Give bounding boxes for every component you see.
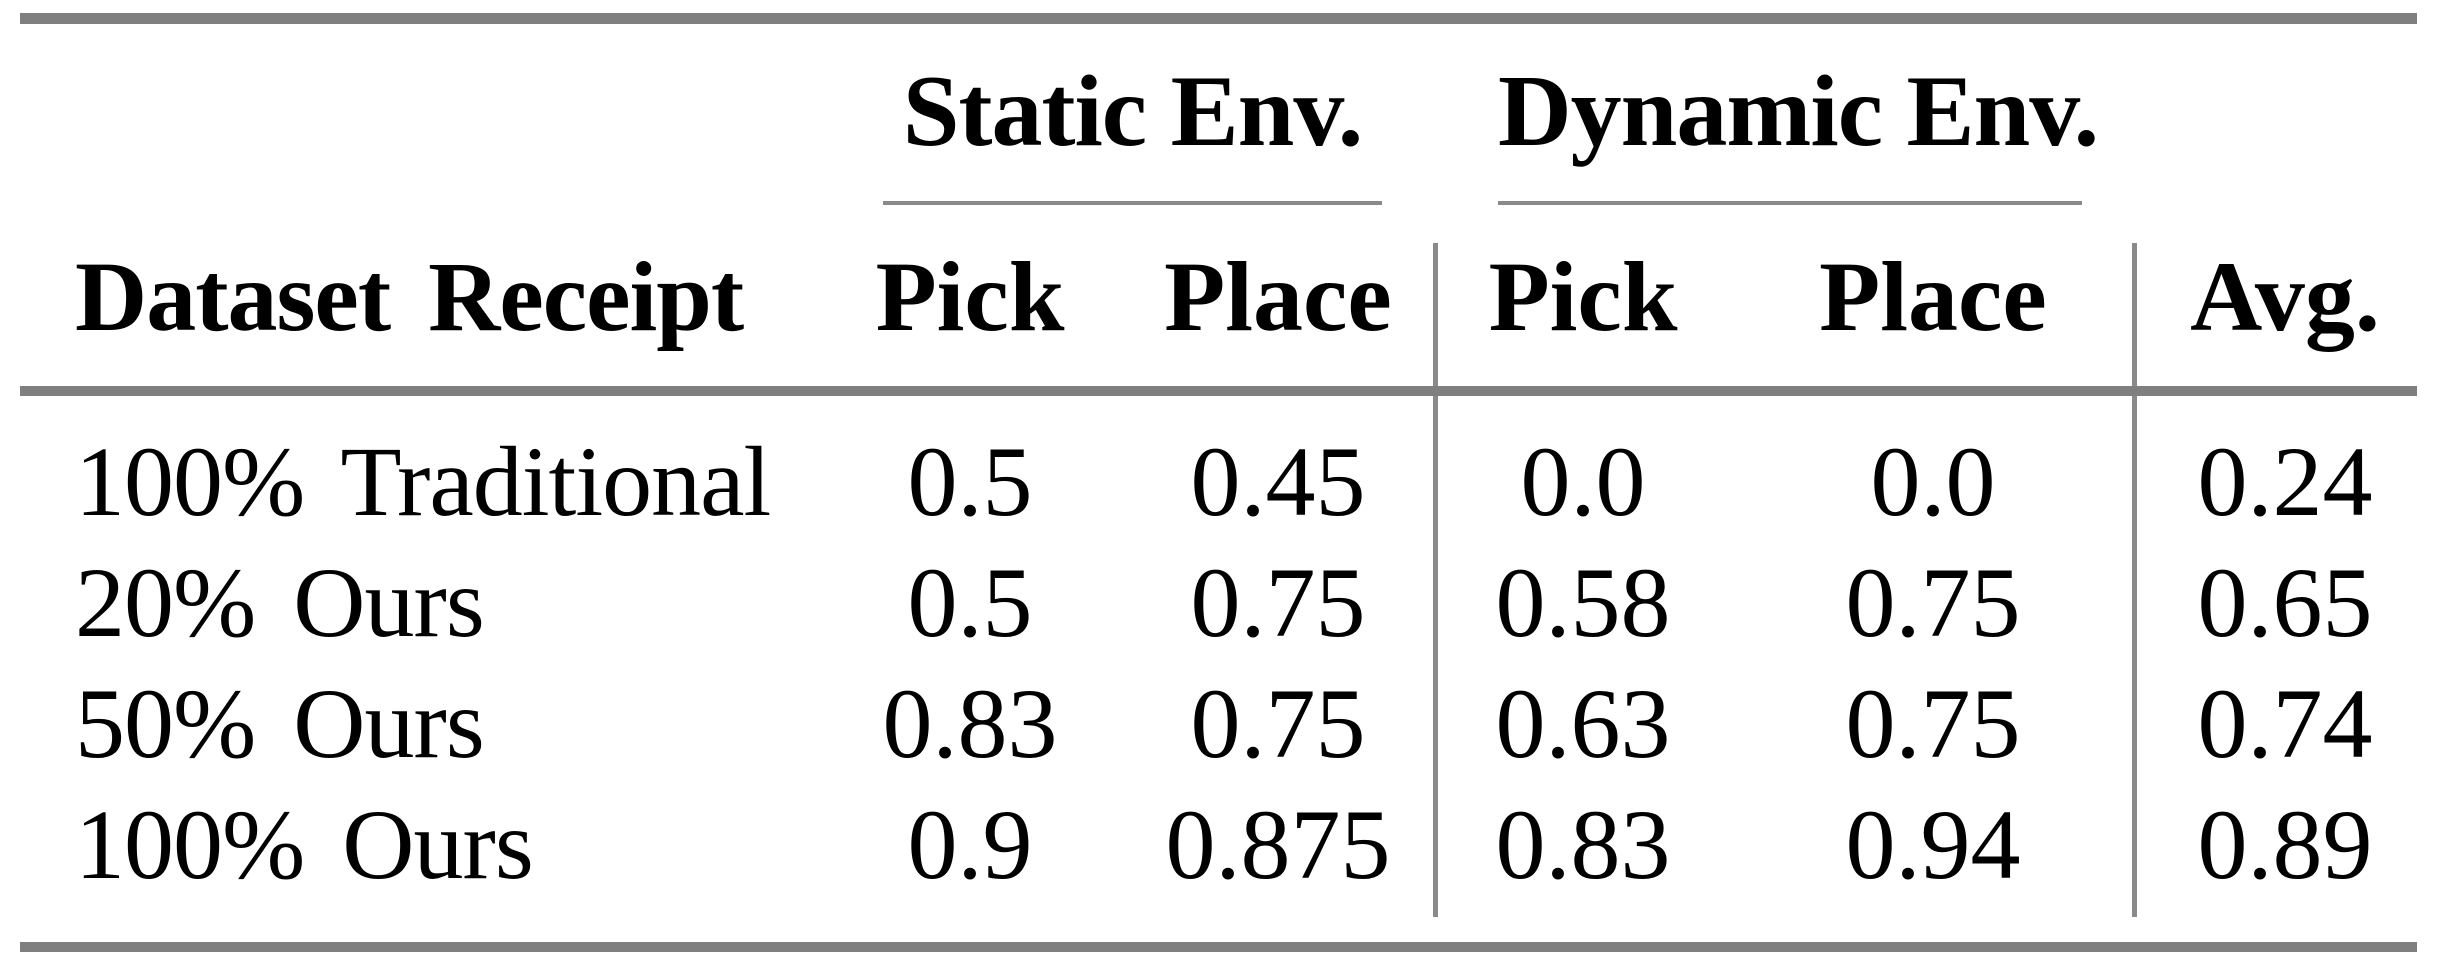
- cell-static-pick: 0.5: [907, 426, 1033, 537]
- table-header-row: Dataset Receipt Pick Place Pick Place Av…: [20, 247, 2417, 367]
- table-row: 100% Ours 0.9 0.875 0.83 0.94 0.89: [20, 795, 2417, 915]
- cell-dynamic-pick: 0.0: [1520, 426, 1646, 537]
- cell-dynamic-pick: 0.58: [1495, 547, 1671, 658]
- header-static-pick: Pick: [875, 241, 1065, 352]
- column-group-static-env: Static Env.: [902, 55, 1363, 168]
- table-bottom-rule: [20, 942, 2417, 952]
- cell-avg: 0.89: [2197, 789, 2373, 900]
- cell-static-pick: 0.9: [907, 789, 1033, 900]
- cell-static-place: 0.75: [1190, 547, 1366, 658]
- cell-avg: 0.74: [2197, 668, 2373, 779]
- cell-avg: 0.65: [2197, 547, 2373, 658]
- row-label: 50% Ours: [75, 668, 485, 779]
- table-header-rule: [20, 386, 2417, 396]
- table-top-rule: [20, 13, 2417, 24]
- table-row: 50% Ours 0.83 0.75 0.63 0.75 0.74: [20, 674, 2417, 794]
- cell-static-pick: 0.83: [882, 668, 1058, 779]
- cell-dynamic-place: 0.75: [1845, 668, 2021, 779]
- header-dynamic-pick: Pick: [1488, 241, 1678, 352]
- table-row: 20% Ours 0.5 0.75 0.58 0.75 0.65: [20, 553, 2417, 673]
- cell-static-pick: 0.5: [907, 547, 1033, 658]
- cell-static-place: 0.75: [1190, 668, 1366, 779]
- row-label: 20% Ours: [75, 547, 485, 658]
- header-dynamic-place: Place: [1819, 241, 2047, 352]
- row-label: 100% Traditional: [75, 426, 771, 537]
- static-env-underline-rule: [883, 201, 1382, 205]
- column-separator-rule-1: [1433, 243, 1438, 917]
- cell-static-place: 0.875: [1165, 789, 1391, 900]
- column-separator-rule-2: [2132, 243, 2137, 917]
- cell-dynamic-place: 0.94: [1845, 789, 2021, 900]
- cell-dynamic-pick: 0.63: [1495, 668, 1671, 779]
- cell-static-place: 0.45: [1190, 426, 1366, 537]
- header-static-place: Place: [1164, 241, 1392, 352]
- table-row: 100% Traditional 0.5 0.45 0.0 0.0 0.24: [20, 432, 2417, 552]
- dynamic-env-underline-rule: [1498, 201, 2082, 205]
- cell-dynamic-place: 0.0: [1870, 426, 1996, 537]
- row-label: 100% Ours: [75, 789, 534, 900]
- cell-dynamic-pick: 0.83: [1495, 789, 1671, 900]
- cell-avg: 0.24: [2197, 426, 2373, 537]
- cell-dynamic-place: 0.75: [1845, 547, 2021, 658]
- header-avg: Avg.: [2190, 241, 2380, 352]
- column-group-dynamic-env: Dynamic Env.: [1498, 55, 2099, 168]
- header-dataset-receipt: Dataset Receipt: [75, 241, 744, 352]
